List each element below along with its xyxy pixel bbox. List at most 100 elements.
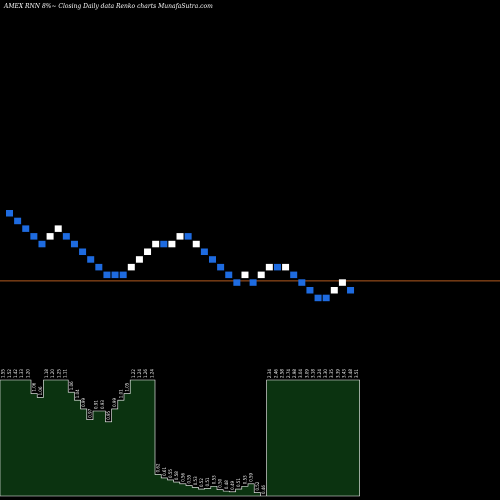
- volume-area: [0, 379, 360, 497]
- renko-brick-15: [127, 263, 135, 271]
- renko-brick-14: [119, 271, 127, 279]
- renko-brick-33: [273, 263, 281, 271]
- renko-brick-3: [30, 233, 38, 240]
- renko-brick-20: [168, 240, 176, 248]
- volume-label: 1.05: [125, 382, 130, 391]
- volume-label: 1.22: [131, 369, 136, 378]
- volume-label: 1.24: [137, 369, 142, 378]
- volume-label: 1.20: [25, 369, 30, 378]
- renko-brick-32: [265, 263, 273, 271]
- renko-brick-36: [298, 279, 306, 286]
- volume-label: 2.46: [273, 369, 278, 378]
- volume-label: 1.01: [118, 389, 123, 398]
- renko-brick-4: [38, 240, 46, 248]
- volume-label: 2.34: [267, 369, 272, 378]
- renko-brick-16: [135, 256, 143, 263]
- volume-label: 0.49: [230, 480, 235, 489]
- volume-label: 1.18: [44, 369, 49, 378]
- renko-brick-11: [95, 263, 103, 271]
- volume-label: 0.56: [180, 472, 185, 481]
- volume-label: 2.74: [286, 369, 291, 378]
- volume-label: 3.18: [311, 369, 316, 378]
- volume-label: 2.58: [280, 369, 285, 378]
- volume-label: 0.48: [224, 480, 229, 489]
- volume-label: 0.95: [106, 410, 111, 419]
- volume-label: 0.91: [94, 400, 99, 409]
- renko-brick-1: [14, 217, 22, 225]
- volume-label: 0.46: [261, 485, 266, 494]
- volume-label: 3.09: [304, 369, 309, 378]
- volume-label: 0.51: [236, 478, 241, 487]
- volume-label: 1.04: [75, 389, 80, 398]
- renko-brick-28: [233, 279, 241, 286]
- renko-brick-21: [176, 233, 184, 240]
- volume-label: 0.55: [187, 474, 192, 483]
- volume-label: 1.26: [143, 369, 148, 378]
- renko-brick-41: [338, 279, 346, 286]
- renko-brick-6: [54, 225, 62, 232]
- volume-label: 3.30: [323, 369, 328, 378]
- renko-brick-34: [282, 263, 290, 271]
- renko-brick-24: [200, 248, 208, 255]
- volume-label: 3.43: [342, 369, 347, 378]
- volume-label: 3.24: [317, 369, 322, 378]
- volume-panel: 1.55 1.52 1.42 1.33 1.201.06 1.061.18 1.20 1.25…: [0, 369, 360, 497]
- volume-label: 0.51: [205, 477, 210, 486]
- volume-label: 0.53: [211, 475, 216, 484]
- renko-brick-29: [241, 271, 249, 279]
- renko-brick-37: [306, 287, 314, 294]
- renko-brick-23: [192, 240, 200, 248]
- volume-label: 0.99: [112, 398, 117, 407]
- volume-label: 0.50: [218, 478, 223, 487]
- renko-brick-8: [70, 240, 78, 248]
- volume-label: 0.93: [100, 400, 105, 409]
- renko-brick-22: [184, 233, 192, 240]
- renko-brick-30: [249, 279, 257, 286]
- volume-label: 0.97: [87, 408, 92, 417]
- volume-label: 3.04: [298, 369, 303, 378]
- renko-brick-38: [314, 294, 322, 302]
- volume-label: 0.55: [168, 469, 173, 478]
- volume-label: 0.62: [156, 463, 161, 472]
- volume-label: 0.99: [81, 398, 86, 407]
- renko-brick-31: [257, 271, 265, 279]
- renko-brick-2: [22, 225, 30, 232]
- volume-label: 0.53: [193, 476, 198, 485]
- renko-brick-25: [209, 256, 216, 263]
- renko-brick-5: [46, 233, 54, 240]
- volume-label: 3.39: [335, 369, 340, 378]
- volume-label: 1.06: [69, 381, 74, 390]
- renko-brick-40: [330, 287, 338, 294]
- volume-label: 0.59: [249, 472, 254, 481]
- volume-label: 1.06: [38, 386, 43, 395]
- volume-label: 1.33: [19, 369, 24, 378]
- renko-bricks: [6, 210, 355, 302]
- volume-label: 1.24: [149, 369, 154, 378]
- renko-brick-19: [160, 240, 168, 248]
- renko-brick-9: [79, 248, 87, 255]
- renko-brick-35: [290, 271, 298, 279]
- renko-brick-26: [217, 263, 225, 271]
- renko-brick-42: [347, 287, 355, 294]
- volume-label: 1.11: [63, 369, 68, 378]
- renko-brick-18: [152, 240, 160, 248]
- volume-label: 0.53: [242, 475, 247, 484]
- volume-label: 1.55: [1, 369, 6, 378]
- volume-label: 0.58: [174, 471, 179, 480]
- volume-label: 0.52: [255, 481, 260, 490]
- volume-label: 1.52: [7, 369, 12, 378]
- renko-brick-39: [322, 294, 330, 302]
- volume-label: 1.06: [32, 382, 37, 391]
- volume-label: 1.25: [56, 369, 61, 378]
- renko-brick-0: [6, 210, 13, 217]
- renko-brick-12: [103, 271, 111, 279]
- renko-brick-17: [144, 248, 152, 255]
- renko-brick-13: [111, 271, 119, 279]
- volume-label: 0.52: [199, 478, 204, 487]
- volume-label: 3.35: [329, 369, 334, 378]
- volume-label: 1.42: [13, 369, 18, 378]
- volume-label: 1.20: [50, 369, 55, 378]
- renko-brick-27: [225, 271, 233, 279]
- renko-brick-10: [87, 256, 95, 263]
